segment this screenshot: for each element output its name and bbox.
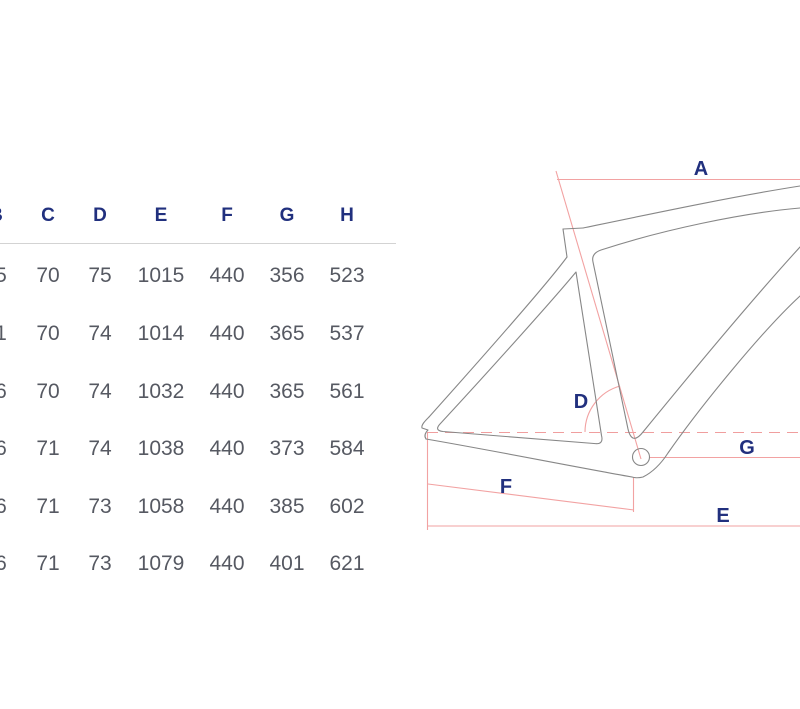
table-cell: 356 <box>269 264 305 287</box>
rear-dropout <box>421 416 430 440</box>
table-header-divider <box>0 243 396 244</box>
table-cell: 71 <box>36 495 60 518</box>
geometry-table: B C D E F G H 5 70 75 1015 440 356 523 1… <box>0 202 396 575</box>
seat-tube-axis-line <box>555 170 642 460</box>
table-cell: 6 <box>0 552 7 575</box>
table-cell: 440 <box>209 322 245 345</box>
front-triangle-inner-edge <box>592 207 800 439</box>
column-header-h: H <box>340 205 354 226</box>
table-cell: 1015 <box>137 264 185 287</box>
table-cell: 1079 <box>137 552 185 575</box>
seat-angle-arc <box>584 385 621 433</box>
label-f: F <box>500 476 512 498</box>
column-header-d: D <box>93 205 107 226</box>
table-cell: 621 <box>329 552 365 575</box>
table-cell: 6 <box>0 380 7 403</box>
table-cell: 74 <box>88 380 112 403</box>
table-cell: 1014 <box>137 322 185 345</box>
table-cell: 440 <box>209 380 245 403</box>
column-header-g: G <box>279 205 295 226</box>
down-tube-lower-edge <box>631 295 800 479</box>
table-cell: 365 <box>269 322 305 345</box>
table-cell: 373 <box>269 437 305 460</box>
table-cell: 1038 <box>137 437 185 460</box>
table-cell: 365 <box>269 380 305 403</box>
table-cell: 6 <box>0 437 7 460</box>
table-cell: 440 <box>209 552 245 575</box>
label-a: A <box>694 158 708 180</box>
bike-frame-outline <box>421 185 800 479</box>
column-header-b: B <box>0 202 26 230</box>
table-cell: 74 <box>88 322 112 345</box>
rear-triangle-window <box>437 271 603 445</box>
label-e: E <box>716 505 729 527</box>
table-cell: 584 <box>329 437 365 460</box>
table-cell: 70 <box>36 380 60 403</box>
column-header-c: C <box>41 205 55 226</box>
table-cell: 1032 <box>137 380 185 403</box>
table-cell: 73 <box>88 495 112 518</box>
table-cell: 5 <box>0 264 7 287</box>
chainstay-lower-edge <box>425 438 633 478</box>
table-cell: 71 <box>36 437 60 460</box>
table-cell: 1058 <box>137 495 185 518</box>
table-cell: 440 <box>209 264 245 287</box>
seat-tube-left-edge <box>562 228 568 258</box>
column-header-f: F <box>221 205 233 226</box>
top-tube-upper-edge <box>582 185 800 229</box>
table-cell: 537 <box>329 322 365 345</box>
table-cell: 523 <box>329 264 365 287</box>
seat-stay-outer-edge <box>428 256 568 418</box>
table-cell: 440 <box>209 437 245 460</box>
table-cell: 71 <box>36 552 60 575</box>
table-cell: 6 <box>0 495 7 518</box>
table-cell: 401 <box>269 552 305 575</box>
table-cell: 602 <box>329 495 365 518</box>
label-d: D <box>574 391 588 413</box>
table-cell: 385 <box>269 495 305 518</box>
dimension-lines <box>426 170 800 530</box>
table-cell: 440 <box>209 495 245 518</box>
table-cell: 561 <box>329 380 365 403</box>
table-cell: 75 <box>88 264 112 287</box>
table-cell: 70 <box>36 322 60 345</box>
seat-tube-top <box>562 227 584 230</box>
table-cell: 74 <box>88 437 112 460</box>
table-cell: 70 <box>36 264 60 287</box>
dimension-labels: A D G F E <box>500 158 755 527</box>
dimension-line-f <box>427 483 635 511</box>
bottom-bracket-circle <box>631 447 651 467</box>
table-cell: 73 <box>88 552 112 575</box>
table-cell: 1 <box>0 322 7 345</box>
label-g: G <box>739 437 755 459</box>
column-header-e: E <box>154 205 168 226</box>
